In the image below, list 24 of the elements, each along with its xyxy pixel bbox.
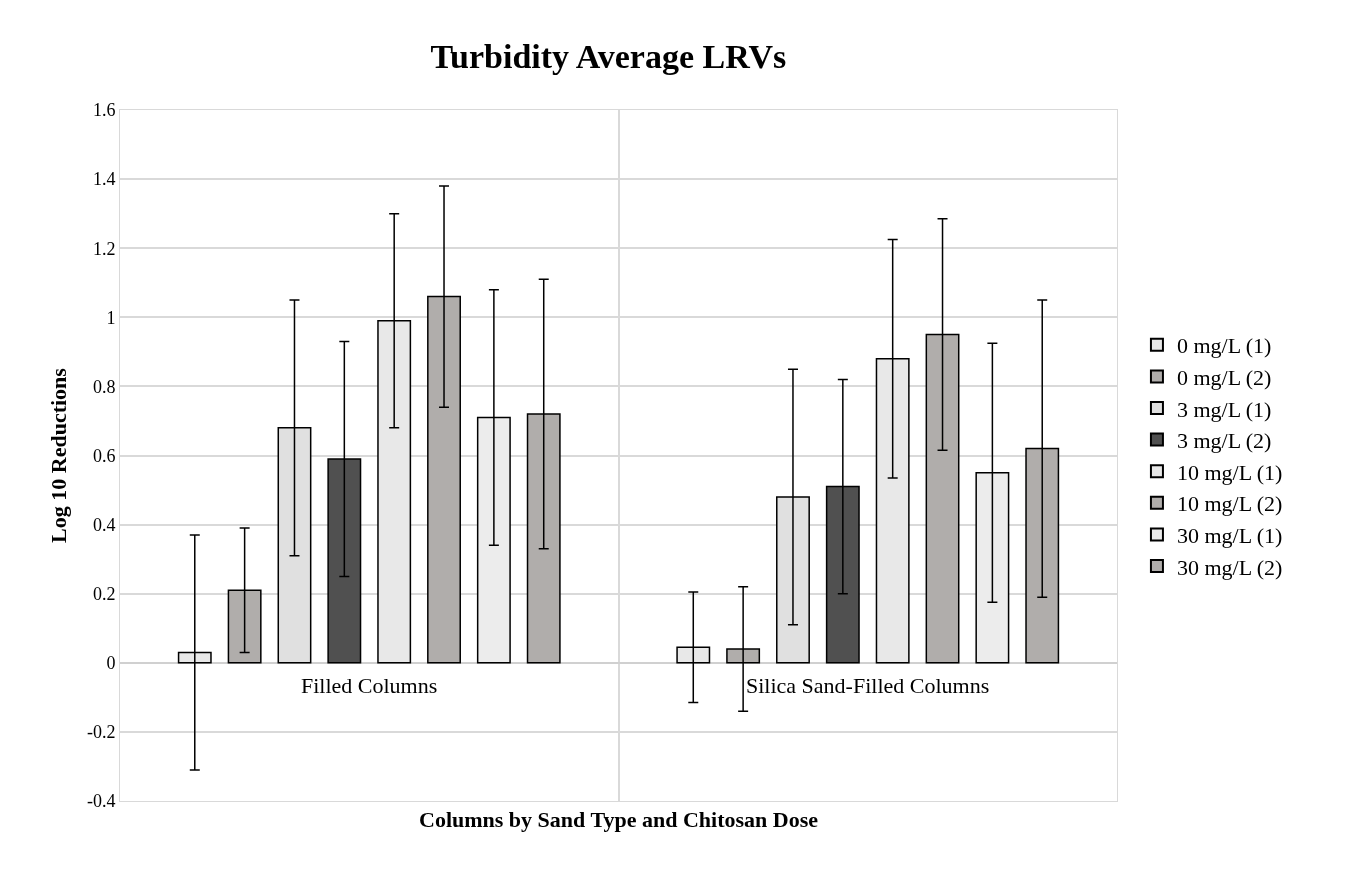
y-tick-label: -0.2 [86, 722, 116, 743]
legend-label: 30 mg/L (2) [1176, 554, 1283, 580]
y-tick-label: 0 [106, 653, 116, 674]
legend-label: 3 mg/L (1) [1176, 396, 1272, 422]
legend-label: 3 mg/L (2) [1176, 428, 1272, 454]
chart-title: Turbidity Average LRVs [430, 38, 787, 76]
y-tick-label: -0.4 [86, 791, 116, 812]
legend-label: 10 mg/L (1) [1176, 459, 1283, 485]
y-tick-label: 0.6 [92, 445, 116, 466]
legend-label: 10 mg/L (2) [1176, 491, 1283, 517]
y-axis-title: Log 10 Reductions [46, 367, 71, 543]
y-tick-label: 0.2 [92, 584, 116, 604]
y-tick-label: 0.8 [92, 376, 116, 397]
x-axis-title: Columns by Sand Type and Chitosan Dose [419, 806, 819, 832]
x-tick-label: Silica Sand-Filled Columns [746, 673, 990, 698]
y-tick-label: 1.2 [92, 238, 116, 259]
x-tick-label: Filled Columns [301, 673, 438, 698]
y-tick-label: 1 [106, 307, 116, 328]
legend-label: 0 mg/L (2) [1176, 364, 1272, 390]
legend-label: 0 mg/L (1) [1176, 333, 1272, 359]
y-tick-label: 0.4 [92, 514, 116, 535]
legend-label: 30 mg/L (1) [1176, 522, 1283, 548]
y-tick-label: 1.6 [92, 100, 116, 121]
y-tick-label: 1.4 [92, 169, 116, 190]
